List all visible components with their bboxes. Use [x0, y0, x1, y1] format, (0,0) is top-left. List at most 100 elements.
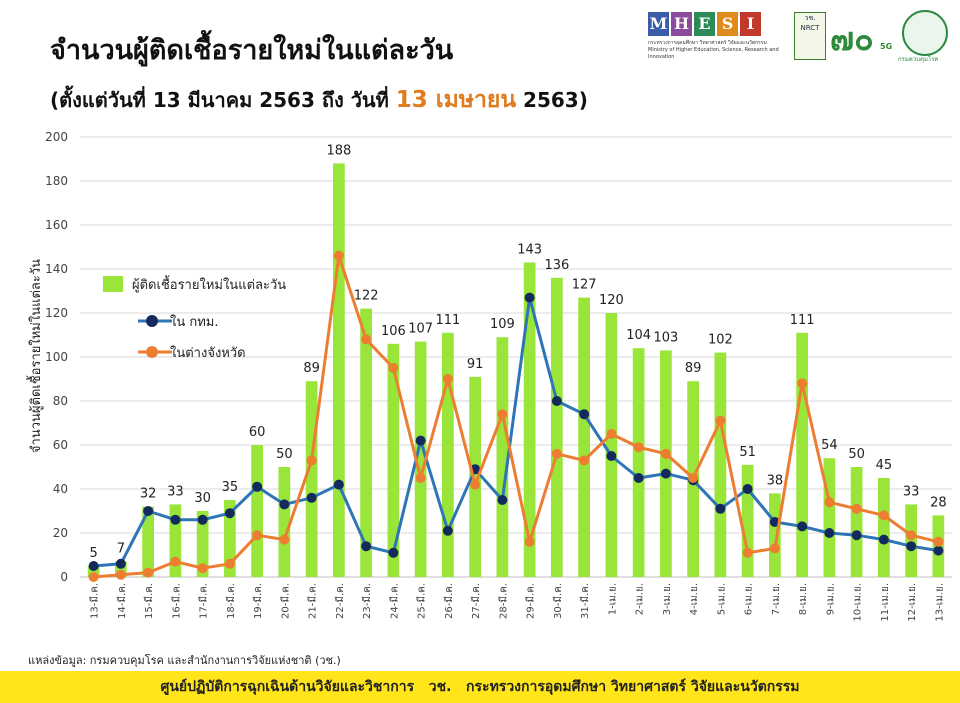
series-point	[224, 558, 235, 569]
series-point	[878, 510, 889, 521]
series-point	[551, 448, 562, 459]
series-point	[579, 409, 590, 420]
x-tick-label: 13-มี.ค.	[89, 583, 101, 619]
series-point	[742, 484, 753, 494]
bar	[878, 478, 890, 577]
bar-value-label: 33	[167, 484, 184, 499]
bar-value-label: 106	[381, 324, 406, 339]
series-point	[660, 448, 671, 459]
y-tick-label: 180	[45, 174, 68, 188]
bar-value-label: 109	[490, 317, 515, 332]
x-tick-label: 2-เม.ย.	[635, 583, 646, 615]
series-point	[252, 530, 263, 541]
x-tick-label: 20-มี.ค.	[279, 583, 291, 619]
y-tick-label: 160	[45, 218, 68, 232]
series-point	[143, 567, 154, 578]
bar	[387, 343, 400, 577]
ddc-logo	[902, 10, 948, 56]
series-point	[197, 514, 208, 525]
series-point	[333, 479, 344, 490]
chart-subtitle: (ตั้งแต่วันที่ 13 มีนาคม 2563 ถึง วันที่…	[50, 82, 588, 118]
x-tick-label: 30-มี.ค.	[552, 583, 564, 619]
bar	[414, 341, 427, 577]
x-tick-label: 25-มี.ค.	[416, 583, 428, 619]
bar	[360, 308, 372, 577]
bar	[469, 376, 481, 577]
data-source-note: แหล่งข้อมูล: กรมควบคุมโรค และสำนักงานการ…	[28, 654, 341, 667]
y-tick-label: 60	[53, 438, 68, 452]
subtitle-end: 2563)	[516, 88, 588, 112]
bar-value-label: 127	[572, 278, 597, 293]
legend-swatch-point	[146, 346, 158, 358]
bar-value-label: 35	[222, 480, 239, 495]
series-point	[769, 543, 780, 554]
bar-value-label: 91	[467, 357, 484, 372]
x-tick-label: 19-มี.ค.	[252, 583, 264, 619]
bar	[823, 458, 836, 577]
series-point	[742, 547, 753, 558]
bar-value-label: 50	[276, 447, 293, 462]
bar	[850, 467, 863, 577]
series-point	[470, 479, 481, 490]
series-point	[415, 473, 426, 483]
series-point	[633, 473, 644, 483]
bar-value-label: 54	[821, 438, 838, 453]
x-tick-label: 22-มี.ค.	[334, 583, 346, 619]
bar-value-label: 188	[326, 143, 351, 158]
legend: ผู้ติดเชื้อรายใหม่ในแต่ละวันใน กทม. ในต่า…	[103, 275, 286, 361]
series-point	[851, 503, 862, 514]
x-tick-label: 12-เม.ย.	[907, 583, 918, 622]
bar-value-label: 5	[89, 546, 97, 561]
series-point	[933, 536, 944, 547]
series-point	[579, 455, 590, 466]
bar	[115, 561, 127, 577]
series-point	[797, 378, 808, 389]
bar	[496, 337, 509, 577]
bar-value-label: 28	[930, 495, 947, 510]
bar	[605, 313, 618, 577]
bar-value-label: 122	[354, 289, 379, 304]
bar-value-label: 103	[653, 330, 678, 345]
bar	[632, 348, 645, 577]
series-point	[388, 547, 399, 558]
series-point	[606, 429, 617, 439]
x-tick-label: 4-เม.ย.	[689, 583, 700, 615]
bar	[305, 381, 318, 577]
series-point	[660, 468, 671, 479]
combo-chart: จำนวนผู้ติดเชื้อรายใหม่ในแต่ละวัน 0 20 40 6…	[26, 130, 952, 622]
series-point	[497, 409, 508, 420]
subtitle-highlight-date: 13 เมษายน	[395, 87, 517, 113]
x-tick-label: 15-มี.ค.	[143, 583, 155, 619]
series-point	[415, 435, 426, 446]
series-point	[551, 396, 562, 406]
bar-value-label: 33	[903, 484, 920, 499]
series-point	[88, 572, 99, 582]
x-tick-label: 13-เม.ย.	[934, 583, 945, 622]
series-line	[93, 254, 939, 579]
ddc-caption: กรมควบคุมโรค	[898, 56, 939, 63]
fiveg-label: 5G	[880, 42, 893, 51]
bar	[714, 352, 727, 577]
bar-value-label: 50	[848, 447, 865, 462]
bar-value-label: 32	[140, 487, 157, 502]
y-tick-label: 120	[45, 306, 68, 320]
bar	[796, 332, 808, 577]
x-tick-label: 6-เม.ย.	[744, 583, 755, 615]
legend-swatch-point	[146, 315, 158, 327]
x-tick-label: 28-มี.ค.	[497, 583, 509, 619]
bar	[741, 464, 754, 577]
footer-banner: ศูนย์ปฏิบัติการฉุกเฉินด้านวิจัยและวิชากา…	[0, 671, 960, 703]
mhesi-letter: I	[740, 12, 761, 36]
bar	[769, 493, 781, 577]
series-point	[143, 506, 154, 516]
series-point	[333, 250, 344, 261]
mhesi-letter: M	[648, 12, 669, 36]
bar	[278, 467, 291, 577]
y-tick-labels: 0 20 40 60 80 100 120 140 160 180 200	[45, 130, 68, 584]
legend-label: ผู้ติดเชื้อรายใหม่ในแต่ละวัน	[132, 275, 286, 293]
bar	[442, 332, 454, 577]
x-tick-label: 23-มี.ค.	[361, 583, 373, 619]
x-tick-label: 18-มี.ค.	[225, 583, 237, 619]
